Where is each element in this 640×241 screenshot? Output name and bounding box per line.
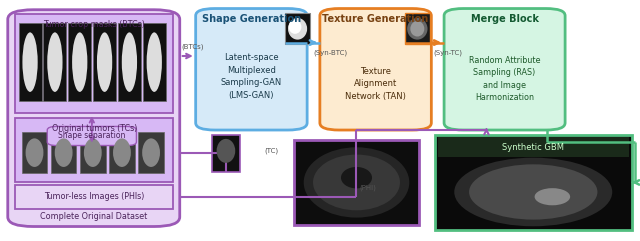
FancyBboxPatch shape <box>444 8 565 130</box>
Ellipse shape <box>534 188 570 205</box>
Ellipse shape <box>142 138 160 167</box>
FancyBboxPatch shape <box>15 185 173 209</box>
FancyBboxPatch shape <box>8 10 180 227</box>
Text: (PHI): (PHI) <box>360 184 376 191</box>
Ellipse shape <box>26 138 44 167</box>
Text: (BTCs): (BTCs) <box>182 44 204 50</box>
Text: (Syn-TC): (Syn-TC) <box>433 49 462 56</box>
Ellipse shape <box>313 154 400 210</box>
Ellipse shape <box>97 32 112 92</box>
Ellipse shape <box>304 147 410 218</box>
FancyBboxPatch shape <box>47 127 136 146</box>
FancyBboxPatch shape <box>138 132 164 173</box>
Text: Original tumors (TCs): Original tumors (TCs) <box>52 124 137 133</box>
FancyBboxPatch shape <box>15 14 173 113</box>
Text: Merge Block: Merge Block <box>470 14 539 25</box>
FancyBboxPatch shape <box>68 23 92 101</box>
FancyBboxPatch shape <box>435 135 632 230</box>
Ellipse shape <box>22 32 38 92</box>
Ellipse shape <box>469 164 597 220</box>
Text: Shape separation: Shape separation <box>58 132 125 141</box>
Text: Random Attribute
Sampling (RAS)
and Image
Harmonization: Random Attribute Sampling (RAS) and Imag… <box>469 56 540 102</box>
Text: (TC): (TC) <box>264 148 278 154</box>
Text: (Syn-BTC): (Syn-BTC) <box>314 49 348 56</box>
FancyBboxPatch shape <box>404 13 430 44</box>
Ellipse shape <box>341 167 372 188</box>
FancyBboxPatch shape <box>294 140 419 225</box>
FancyBboxPatch shape <box>80 132 106 173</box>
Ellipse shape <box>410 21 424 37</box>
Text: Complete Original Dataset: Complete Original Dataset <box>40 212 147 221</box>
Ellipse shape <box>216 139 236 163</box>
Ellipse shape <box>288 18 307 40</box>
Ellipse shape <box>113 138 131 167</box>
Text: Tumor crop masks (BTCs): Tumor crop masks (BTCs) <box>44 20 145 29</box>
FancyBboxPatch shape <box>51 132 76 173</box>
FancyBboxPatch shape <box>212 135 240 172</box>
Text: Latent-space
Multiplexed
Sampling-GAN
(LMS-GAN): Latent-space Multiplexed Sampling-GAN (L… <box>221 53 282 100</box>
Ellipse shape <box>407 18 428 40</box>
Text: Synthetic GBM: Synthetic GBM <box>502 143 564 152</box>
FancyBboxPatch shape <box>320 8 431 130</box>
FancyBboxPatch shape <box>118 23 141 101</box>
Ellipse shape <box>147 32 162 92</box>
Ellipse shape <box>55 138 72 167</box>
FancyBboxPatch shape <box>22 132 47 173</box>
Ellipse shape <box>454 158 612 226</box>
FancyBboxPatch shape <box>285 13 310 44</box>
FancyBboxPatch shape <box>196 8 307 130</box>
FancyBboxPatch shape <box>44 23 67 101</box>
Ellipse shape <box>47 32 63 92</box>
FancyBboxPatch shape <box>19 23 42 101</box>
Text: Texture Generation: Texture Generation <box>323 14 429 25</box>
Ellipse shape <box>72 32 88 92</box>
FancyBboxPatch shape <box>438 137 629 157</box>
Ellipse shape <box>84 138 102 167</box>
Ellipse shape <box>289 20 301 34</box>
FancyBboxPatch shape <box>93 23 116 101</box>
Text: Tumor-less Images (PHIs): Tumor-less Images (PHIs) <box>44 192 145 201</box>
FancyBboxPatch shape <box>143 23 166 101</box>
Text: Texture
Alignment
Network (TAN): Texture Alignment Network (TAN) <box>345 67 406 100</box>
FancyBboxPatch shape <box>109 132 134 173</box>
Ellipse shape <box>122 32 137 92</box>
FancyBboxPatch shape <box>15 118 173 182</box>
Text: Shape Generation: Shape Generation <box>202 14 301 25</box>
